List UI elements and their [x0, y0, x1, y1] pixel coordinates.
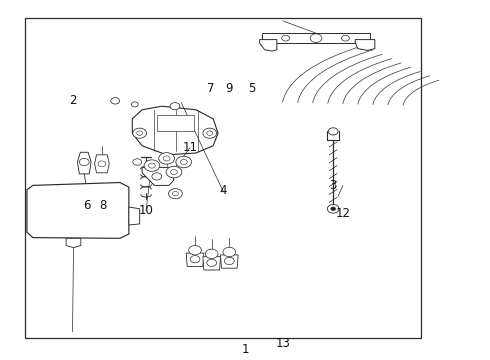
Circle shape — [190, 256, 200, 263]
Circle shape — [111, 98, 120, 104]
Text: 1: 1 — [241, 343, 249, 356]
Text: 4: 4 — [219, 184, 227, 197]
Text: 13: 13 — [275, 337, 290, 350]
Circle shape — [166, 166, 182, 178]
Circle shape — [79, 158, 89, 166]
Circle shape — [207, 259, 217, 266]
Circle shape — [203, 128, 217, 138]
Polygon shape — [129, 207, 140, 225]
Polygon shape — [27, 183, 129, 238]
Text: 5: 5 — [247, 82, 255, 95]
Circle shape — [176, 156, 192, 168]
Text: 6: 6 — [83, 199, 91, 212]
Circle shape — [207, 131, 213, 135]
Text: 2: 2 — [69, 94, 76, 107]
Polygon shape — [95, 155, 109, 173]
Circle shape — [144, 160, 160, 171]
Circle shape — [152, 173, 162, 180]
Circle shape — [148, 163, 155, 168]
Circle shape — [224, 257, 234, 265]
Circle shape — [328, 128, 338, 135]
Circle shape — [310, 34, 322, 42]
Text: 8: 8 — [99, 199, 107, 212]
Polygon shape — [260, 40, 277, 51]
Polygon shape — [220, 255, 238, 268]
Circle shape — [189, 246, 201, 255]
Circle shape — [282, 35, 290, 41]
Circle shape — [331, 207, 336, 211]
Polygon shape — [203, 257, 220, 270]
Circle shape — [170, 103, 180, 110]
Circle shape — [169, 189, 182, 199]
Circle shape — [180, 159, 187, 165]
Circle shape — [342, 35, 349, 41]
Circle shape — [137, 131, 143, 135]
Polygon shape — [77, 152, 91, 174]
Text: 3: 3 — [329, 179, 337, 192]
Bar — [24, 18, 421, 338]
Circle shape — [98, 161, 106, 167]
Bar — [157, 115, 194, 131]
Circle shape — [172, 192, 178, 196]
Circle shape — [133, 159, 142, 165]
Circle shape — [327, 204, 339, 213]
Polygon shape — [66, 238, 81, 248]
Circle shape — [133, 128, 147, 138]
Text: 9: 9 — [225, 82, 233, 95]
Circle shape — [205, 249, 218, 258]
Polygon shape — [262, 33, 370, 43]
Text: 7: 7 — [207, 82, 215, 95]
Text: 10: 10 — [139, 204, 153, 217]
Circle shape — [131, 102, 138, 107]
Text: 11: 11 — [183, 141, 197, 154]
Polygon shape — [186, 253, 204, 266]
Polygon shape — [355, 40, 375, 50]
Circle shape — [223, 247, 236, 257]
Text: 12: 12 — [336, 207, 350, 220]
Circle shape — [159, 153, 174, 164]
Polygon shape — [142, 167, 174, 185]
Polygon shape — [132, 106, 218, 155]
Circle shape — [163, 156, 170, 161]
Circle shape — [171, 170, 177, 175]
